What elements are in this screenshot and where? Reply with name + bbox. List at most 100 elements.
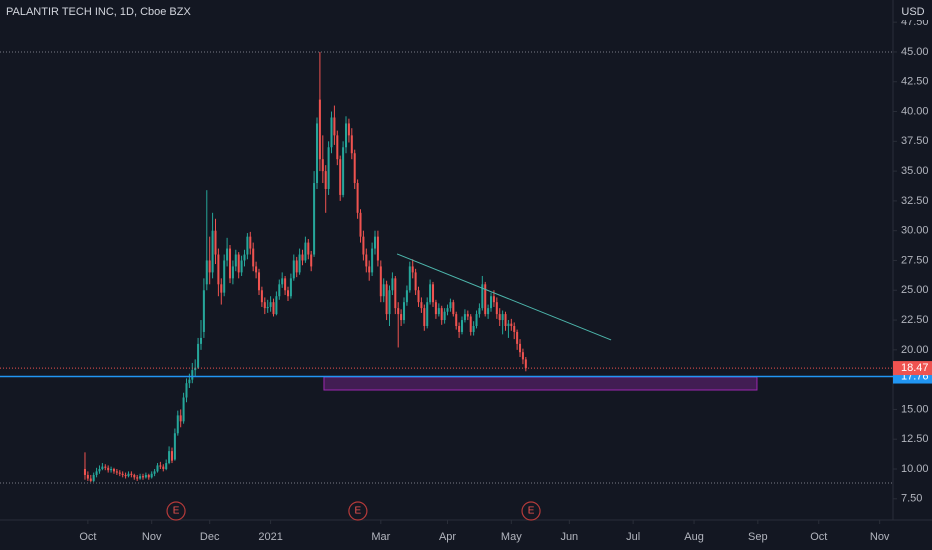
candle-body — [234, 254, 237, 267]
x-tick-label: Aug — [684, 531, 704, 543]
candle-body — [394, 278, 397, 309]
candle-body — [188, 379, 191, 384]
candle-body — [226, 248, 229, 261]
candle-body — [423, 308, 426, 327]
candle-body — [147, 474, 150, 478]
candle-body — [455, 314, 458, 327]
last-price-label-box — [893, 361, 932, 376]
candle-body — [353, 153, 356, 184]
candle-body — [217, 254, 220, 285]
earnings-marker — [166, 501, 186, 521]
candle-body — [165, 463, 168, 470]
candle-body — [382, 284, 385, 297]
candle-body — [342, 147, 345, 195]
candle-body — [373, 236, 377, 249]
candle-body — [136, 477, 139, 479]
x-tick-label: Oct — [810, 531, 827, 543]
candle-body — [115, 471, 118, 473]
candle-body — [420, 302, 423, 309]
earnings-marker-label: E — [528, 506, 535, 517]
trend-line — [396, 253, 612, 341]
candle-body — [284, 278, 287, 291]
candle-body — [92, 474, 95, 481]
x-tick-label: Sep — [748, 531, 768, 543]
y-tick-label: 20.00 — [901, 344, 929, 356]
candle-body — [173, 433, 176, 460]
candle-body — [368, 266, 371, 273]
candle-body — [124, 474, 127, 477]
candle-body — [498, 314, 501, 321]
candle-body — [292, 260, 295, 279]
candle-body — [336, 135, 339, 160]
candle-body — [301, 254, 304, 261]
candle-body — [431, 284, 435, 303]
candle-body — [463, 314, 466, 321]
y-tick-label: 30.00 — [901, 225, 929, 237]
x-tick-label: Nov — [870, 531, 890, 543]
earnings-marker-label: E — [173, 506, 180, 517]
candle-body — [307, 242, 310, 255]
candle-body — [362, 236, 365, 255]
candle-body — [350, 135, 353, 154]
y-tick-label: 42.50 — [901, 76, 929, 88]
candle-body — [191, 370, 194, 380]
candle-body — [168, 451, 171, 464]
candle-body — [397, 308, 400, 315]
candle-body — [359, 212, 362, 237]
candle-body — [263, 302, 266, 309]
candle-body — [205, 260, 208, 285]
candle-body — [289, 278, 292, 297]
candle-body — [475, 314, 478, 327]
candle-body — [107, 467, 110, 471]
candle-body — [437, 308, 440, 315]
candle-body — [162, 466, 165, 470]
candle-body — [313, 183, 316, 255]
candle-body — [228, 248, 232, 279]
candle-body — [257, 272, 261, 291]
candle-body — [490, 296, 493, 309]
candle-body — [321, 159, 324, 172]
candle-body — [199, 337, 203, 344]
candle-body — [269, 302, 272, 307]
candle-body — [513, 326, 516, 332]
candle-body — [524, 359, 527, 369]
candle-body — [246, 236, 249, 255]
candle-body — [333, 117, 336, 136]
candle-body — [153, 471, 156, 474]
candle-body — [83, 469, 86, 475]
y-tick-label: 25.00 — [901, 284, 929, 296]
candle-body — [487, 308, 490, 315]
candle-body — [266, 306, 269, 309]
candle-body — [417, 290, 420, 303]
candle-body — [402, 302, 406, 321]
candle-body — [452, 302, 455, 315]
candle-body — [356, 183, 359, 213]
candle-body — [501, 314, 504, 321]
candle-body — [385, 284, 388, 315]
y-tick-label: 10.00 — [901, 463, 929, 475]
candle-body — [272, 302, 275, 315]
y-tick-label: 45.00 — [901, 46, 929, 58]
candle-body — [194, 367, 197, 371]
candle-body — [112, 469, 115, 472]
last-price-label: 18.47 — [901, 362, 929, 374]
candle-body — [449, 302, 452, 309]
candle-body — [298, 254, 301, 273]
candle-body — [95, 471, 98, 475]
candle-body — [443, 311, 446, 321]
candle-body — [220, 284, 223, 293]
candle-body — [466, 314, 469, 317]
candle-body — [110, 469, 113, 471]
candle-body — [249, 236, 252, 249]
candle-body — [310, 254, 313, 267]
chart-title: PALANTIR TECH INC, 1D, Cboe BZX — [6, 6, 191, 18]
candle-body — [295, 260, 298, 273]
candle-body — [275, 296, 278, 315]
candle-body — [400, 314, 403, 321]
candle-body — [315, 123, 319, 184]
candle-body — [252, 248, 255, 267]
candle-body — [492, 296, 495, 303]
candle-body — [330, 117, 333, 148]
